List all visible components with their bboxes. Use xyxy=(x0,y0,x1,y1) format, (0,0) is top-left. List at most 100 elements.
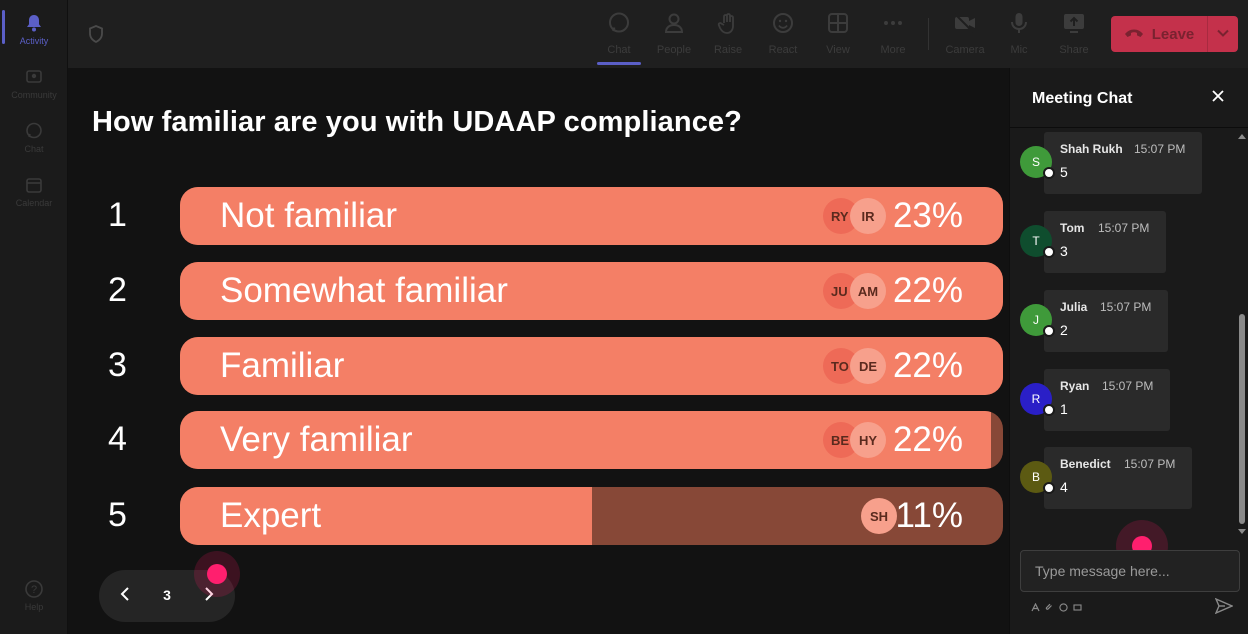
poll-option-5[interactable]: 5 Expert 11% SH xyxy=(68,487,1009,545)
toolbar-view-button[interactable]: View xyxy=(812,10,864,56)
option-result-bar: Familiar 22% TO DE xyxy=(180,337,1003,395)
voter-avatar: HY xyxy=(850,422,886,458)
message-body: 3 xyxy=(1060,243,1068,259)
option-number: 4 xyxy=(108,420,127,458)
option-label: Somewhat familiar xyxy=(220,271,508,310)
shield-icon[interactable] xyxy=(86,24,106,44)
mic-icon xyxy=(1006,10,1032,36)
help-icon: ? xyxy=(23,578,45,600)
poll-option-1[interactable]: 1 Not familiar 23% RY IR xyxy=(68,187,1009,245)
message-author: Benedict xyxy=(1060,457,1111,471)
voter-avatar: SH xyxy=(861,498,897,534)
chat-scrollbar-thumb[interactable] xyxy=(1239,314,1245,524)
chevron-down-icon xyxy=(1216,25,1230,43)
message-bubble: Tom 15:07 PM 3 xyxy=(1044,211,1166,273)
close-chat-button[interactable] xyxy=(1208,88,1228,108)
option-percentage: 22% xyxy=(892,271,963,310)
chat-icon xyxy=(606,10,632,36)
smile-icon xyxy=(770,10,796,36)
community-icon xyxy=(23,66,45,88)
message-time: 15:07 PM xyxy=(1100,300,1152,314)
message-time: 15:07 PM xyxy=(1102,379,1154,393)
message-bubble: Julia 15:07 PM 2 xyxy=(1044,290,1168,352)
message-body: 1 xyxy=(1060,401,1068,417)
rail-item-activity[interactable]: Activity xyxy=(0,12,68,46)
option-result-fill xyxy=(180,487,592,545)
poll-question: How familiar are you with UDAAP complian… xyxy=(92,106,742,138)
toolbar-mic-button[interactable]: Mic xyxy=(993,10,1045,56)
option-number: 3 xyxy=(108,346,127,384)
leave-button[interactable]: Leave xyxy=(1111,16,1238,52)
message-time: 15:07 PM xyxy=(1134,142,1186,156)
gif-icon[interactable] xyxy=(1072,602,1082,612)
option-result-bar: Not familiar 23% RY IR xyxy=(180,187,1003,245)
send-icon xyxy=(1214,597,1234,619)
toolbar-react-button[interactable]: React xyxy=(757,10,809,56)
message-body: 4 xyxy=(1060,479,1068,495)
message-author: Tom xyxy=(1060,221,1085,235)
hangup-icon xyxy=(1124,26,1144,43)
chat-scrollbar[interactable] xyxy=(1237,130,1247,540)
app-rail: Activity Community Chat Calendar ? Help xyxy=(0,0,68,634)
poll-option-3[interactable]: 3 Familiar 22% TO DE xyxy=(68,337,1009,395)
option-number: 2 xyxy=(108,271,127,309)
rail-item-chat[interactable]: Chat xyxy=(0,120,68,154)
chat-message-input[interactable] xyxy=(1020,550,1240,592)
message-bubble: Shah Rukh 15:07 PM 5 xyxy=(1044,132,1202,194)
toolbar-raise-button[interactable]: Raise xyxy=(702,10,754,56)
attach-icon[interactable] xyxy=(1044,602,1054,612)
presence-dot xyxy=(1043,325,1055,337)
leave-options-button[interactable] xyxy=(1208,25,1238,43)
option-result-bar: Very familiar 22% BE HY xyxy=(180,411,1003,469)
voter-avatar: IR xyxy=(850,198,886,234)
rail-item-calendar[interactable]: Calendar xyxy=(0,174,68,208)
option-result-bar: Expert 11% SH xyxy=(180,487,1003,545)
message-author: Shah Rukh xyxy=(1060,142,1123,156)
toolbar-people-button[interactable]: People xyxy=(648,10,700,56)
message-bubble: Benedict 15:07 PM 4 xyxy=(1044,447,1192,509)
prev-slide-button[interactable] xyxy=(115,586,135,606)
pointer-highlight xyxy=(194,551,240,597)
toolbar-share-button[interactable]: Share xyxy=(1048,10,1100,56)
chat-tab-indicator xyxy=(597,62,641,65)
option-percentage: 23% xyxy=(892,196,963,235)
option-result-bar: Somewhat familiar 22% JU AM xyxy=(180,262,1003,320)
voter-avatar: AM xyxy=(850,273,886,309)
message-time: 15:07 PM xyxy=(1124,457,1176,471)
avatar: J xyxy=(1020,304,1052,336)
option-label: Expert xyxy=(220,496,322,535)
chat-title: Meeting Chat xyxy=(1032,90,1133,107)
format-icon[interactable] xyxy=(1030,602,1040,612)
rail-item-help[interactable]: ? Help xyxy=(0,578,68,612)
option-percentage: 11% xyxy=(895,496,963,535)
send-button[interactable] xyxy=(1214,597,1234,619)
rail-active-indicator xyxy=(2,10,5,44)
chevron-left-icon xyxy=(119,586,131,607)
presence-dot xyxy=(1043,167,1055,179)
poll-option-2[interactable]: 2 Somewhat familiar 22% JU AM xyxy=(68,262,1009,320)
poll-option-4[interactable]: 4 Very familiar 22% BE HY xyxy=(68,411,1009,469)
message-body: 2 xyxy=(1060,322,1068,338)
people-icon xyxy=(661,10,687,36)
chat-divider xyxy=(1010,127,1248,128)
slide-number: 3 xyxy=(163,587,171,603)
hand-icon xyxy=(715,10,741,36)
message-author: Julia xyxy=(1060,300,1088,314)
emoji-icon[interactable] xyxy=(1058,602,1068,612)
more-icon xyxy=(880,10,906,36)
toolbar-chat-button[interactable]: Chat xyxy=(593,10,645,56)
message-time: 15:07 PM xyxy=(1098,221,1150,235)
message-body: 5 xyxy=(1060,164,1068,180)
leave-main-button[interactable]: Leave xyxy=(1111,16,1208,52)
chat-icon xyxy=(23,120,45,142)
option-percentage: 22% xyxy=(892,420,963,459)
toolbar-divider xyxy=(928,18,929,50)
share-icon xyxy=(1061,10,1087,36)
toolbar-camera-button[interactable]: Camera xyxy=(939,10,991,56)
toolbar-more-button[interactable]: More xyxy=(867,10,919,56)
grid-icon xyxy=(825,10,851,36)
presence-dot xyxy=(1043,404,1055,416)
message-bubble: Ryan 15:07 PM 1 xyxy=(1044,369,1170,431)
rail-item-community[interactable]: Community xyxy=(0,66,68,100)
meeting-toolbar: Chat People Raise React View More Camera… xyxy=(68,0,1248,68)
